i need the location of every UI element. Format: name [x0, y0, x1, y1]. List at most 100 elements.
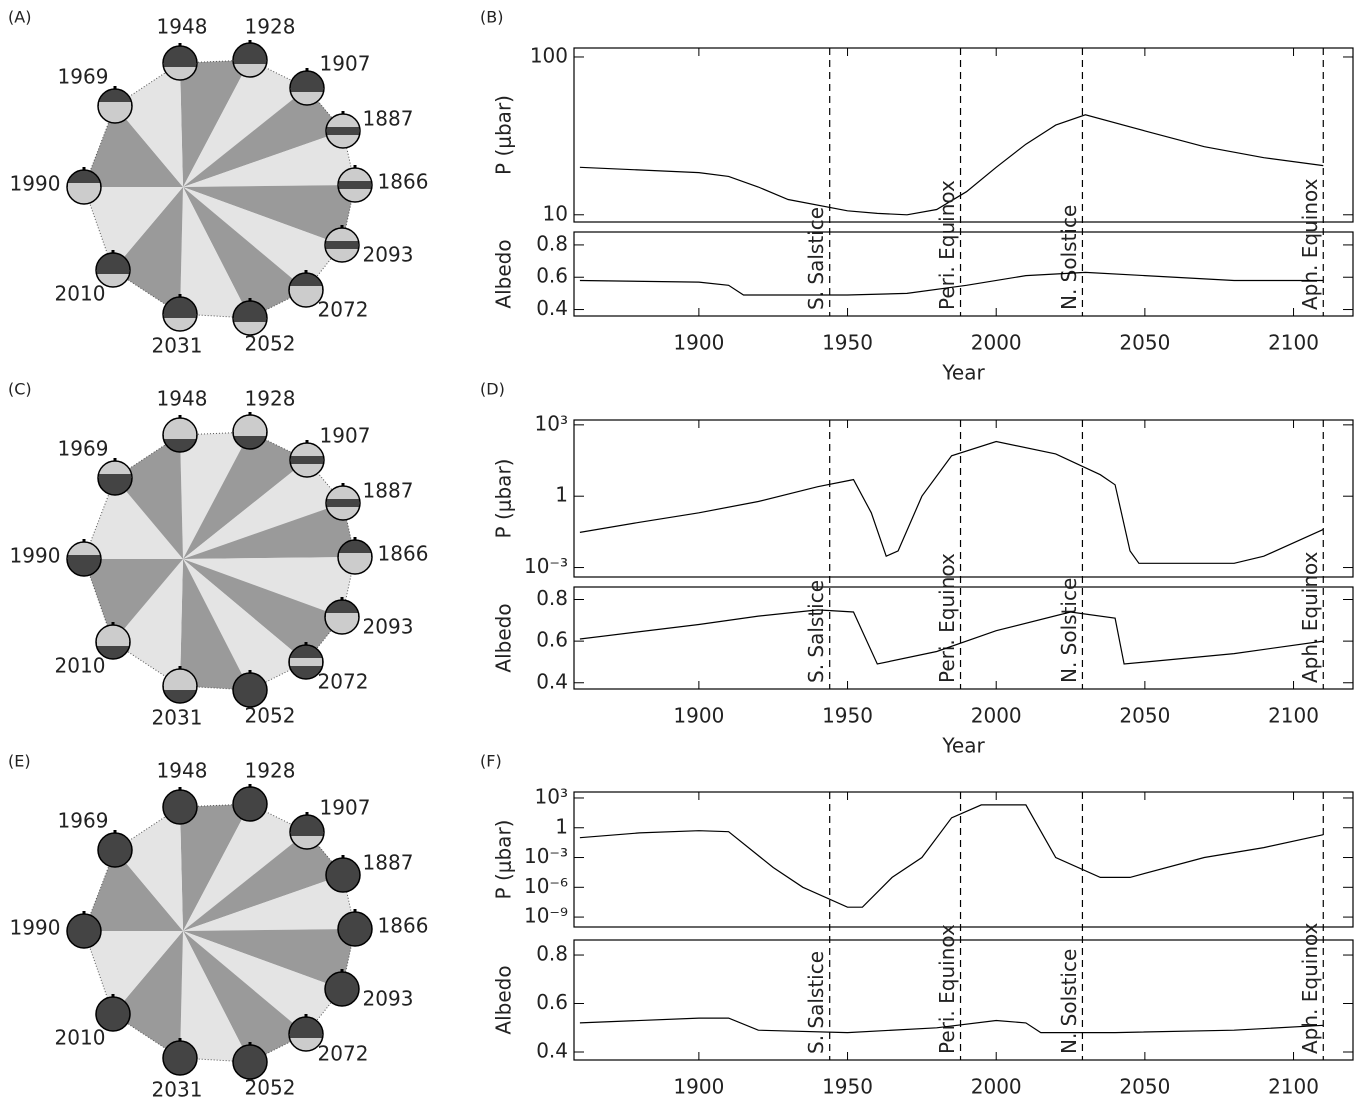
- y-tick-label: 0.4: [536, 296, 568, 320]
- y-tick-label: 1: [555, 483, 568, 507]
- data-line: [580, 805, 1323, 907]
- y-tick-label: 0.6: [536, 628, 568, 652]
- y-axis-label: P (μbar): [492, 459, 516, 539]
- globe-band: [68, 927, 100, 935]
- year-label: 1928: [245, 15, 296, 39]
- year-label: 2052: [245, 704, 296, 728]
- globe-band: [234, 686, 266, 694]
- y-tick-label: 10⁻⁹: [524, 904, 568, 928]
- y-axis-label: P (μbar): [492, 820, 516, 900]
- globe-band: [326, 985, 358, 993]
- globe-band: [234, 1058, 266, 1066]
- globe-band: [97, 1010, 129, 1018]
- globe-band: [99, 102, 131, 110]
- y-axis-label: Albedo: [492, 603, 516, 672]
- event-label: Peri. Equinox: [935, 553, 959, 683]
- y-tick-label: 10⁻³: [524, 554, 568, 578]
- x-tick-label: 2000: [971, 331, 1022, 355]
- globe-band: [291, 456, 323, 464]
- event-label: N. Solstice: [1057, 949, 1081, 1054]
- year-label: 2031: [152, 706, 203, 730]
- x-tick-label: 2100: [1268, 1075, 1319, 1099]
- event-label: S. Salstice: [804, 951, 828, 1054]
- year-label: 1907: [320, 796, 371, 820]
- globe-band: [339, 553, 371, 561]
- x-tick-label: 1950: [822, 331, 873, 355]
- globe-band: [234, 428, 266, 436]
- year-label: 2093: [363, 987, 414, 1011]
- y-axis-label: P (μbar): [492, 95, 516, 175]
- event-label: N. Solstice: [1057, 578, 1081, 683]
- y-tick-label: 0.6: [536, 264, 568, 288]
- panel-label: (D): [480, 380, 505, 399]
- panel-label: (E): [8, 752, 31, 771]
- y-tick-label: 100: [530, 43, 568, 67]
- y-tick-label: 1: [555, 814, 568, 838]
- globe-band: [164, 1054, 196, 1062]
- year-label: 1948: [157, 15, 208, 39]
- y-tick-label: 0.4: [536, 669, 568, 693]
- year-label: 2093: [363, 615, 414, 639]
- year-label: 1887: [363, 479, 414, 503]
- x-tick-label: 2050: [1119, 1075, 1170, 1099]
- x-tick-label: 2050: [1119, 331, 1170, 355]
- globe-band: [327, 499, 359, 507]
- year-label: 2072: [318, 670, 369, 694]
- globe-band: [234, 56, 266, 64]
- x-tick-label: 1900: [673, 704, 724, 728]
- x-tick-label: 1950: [822, 1075, 873, 1099]
- year-label: 2052: [245, 332, 296, 356]
- x-tick-label: 1950: [822, 704, 873, 728]
- y-axis-label: Albedo: [492, 965, 516, 1034]
- panel-label: (A): [8, 8, 31, 27]
- year-label: 1887: [363, 107, 414, 131]
- x-axis-label: Year: [941, 734, 985, 758]
- year-label: 1990: [10, 916, 61, 940]
- x-tick-label: 2000: [971, 704, 1022, 728]
- globe-band: [68, 555, 100, 563]
- globe-band: [234, 800, 266, 808]
- globe-band: [68, 183, 100, 191]
- year-label: 1969: [58, 437, 109, 461]
- year-label: 1866: [378, 914, 429, 938]
- data-line: [580, 442, 1323, 564]
- globe-band: [339, 181, 371, 189]
- year-label: 1887: [363, 851, 414, 875]
- y-axis-label: Albedo: [492, 239, 516, 308]
- year-label: 2093: [363, 243, 414, 267]
- plot-frame: [574, 587, 1353, 689]
- x-tick-label: 1900: [673, 1075, 724, 1099]
- globe-band: [326, 241, 358, 249]
- year-label: 2031: [152, 334, 203, 358]
- globe-band: [164, 310, 196, 318]
- globe-band: [234, 314, 266, 322]
- globe-band: [290, 286, 322, 294]
- year-label: 1928: [245, 387, 296, 411]
- y-tick-label: 0.8: [536, 942, 568, 966]
- globe-band: [164, 803, 196, 811]
- globe-band: [327, 127, 359, 135]
- x-tick-label: 2050: [1119, 704, 1170, 728]
- y-tick-label: 10³: [535, 411, 568, 435]
- year-label: 1990: [10, 544, 61, 568]
- plot-frame: [574, 940, 1353, 1060]
- year-label: 1907: [320, 52, 371, 76]
- globe-band: [291, 828, 323, 836]
- globe-band: [97, 266, 129, 274]
- event-label: Aph. Equinox: [1298, 922, 1322, 1054]
- year-label: 1907: [320, 424, 371, 448]
- plot-frame: [574, 48, 1353, 222]
- y-tick-label: 10: [543, 201, 568, 225]
- year-label: 2052: [245, 1076, 296, 1100]
- event-label: Aph. Equinox: [1298, 551, 1322, 683]
- globe-band: [99, 474, 131, 482]
- globe-band: [164, 431, 196, 439]
- event-label: N. Solstice: [1057, 205, 1081, 310]
- y-tick-label: 10³: [535, 784, 568, 808]
- globe-band: [99, 846, 131, 854]
- event-label: Peri. Equinox: [935, 924, 959, 1054]
- year-label: 1969: [58, 65, 109, 89]
- year-label: 1990: [10, 172, 61, 196]
- globe-band: [291, 84, 323, 92]
